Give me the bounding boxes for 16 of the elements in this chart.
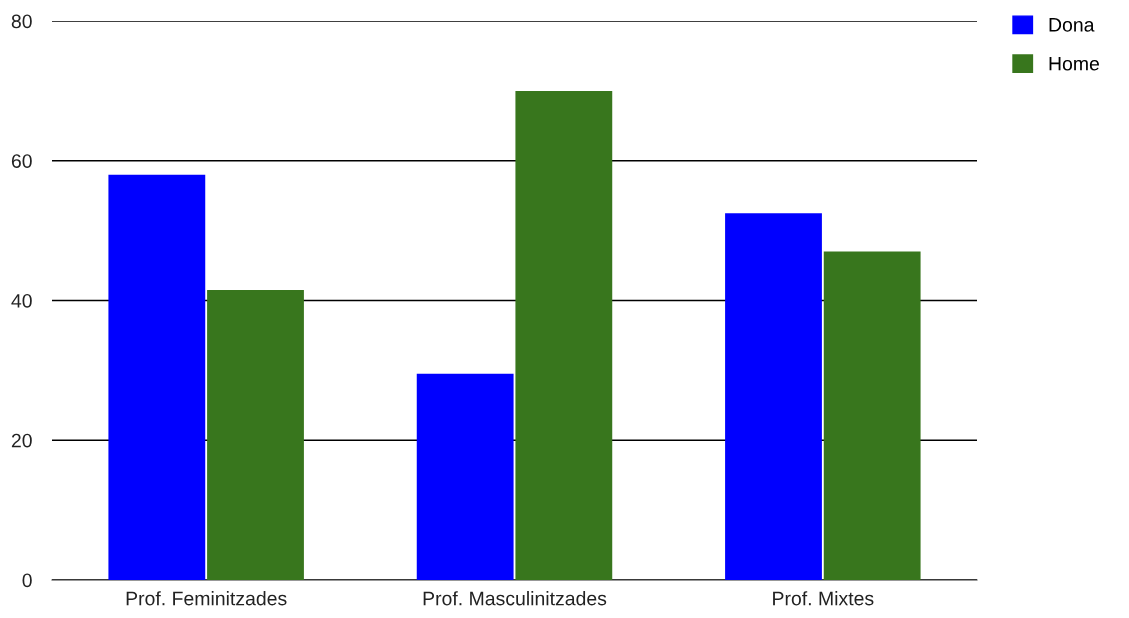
bar xyxy=(416,373,514,580)
y-tick-label: 0 xyxy=(22,573,32,588)
bar xyxy=(823,251,921,580)
y-tick-label: 20 xyxy=(11,433,32,448)
bar xyxy=(725,213,822,580)
legend-label: Dona xyxy=(1049,18,1095,32)
y-tick-label: 40 xyxy=(11,293,32,308)
x-tick-label: Prof. Masculinitzades xyxy=(423,591,607,606)
y-tick-label: 80 xyxy=(11,14,32,29)
bar xyxy=(207,290,304,580)
bar xyxy=(108,174,206,580)
x-tick-label: Prof. Mixtes xyxy=(773,591,874,606)
x-tick-label: Prof. Feminitzades xyxy=(126,591,287,606)
y-tick-label: 60 xyxy=(11,154,32,168)
legend-label: Home xyxy=(1049,56,1099,71)
bar xyxy=(515,90,613,580)
